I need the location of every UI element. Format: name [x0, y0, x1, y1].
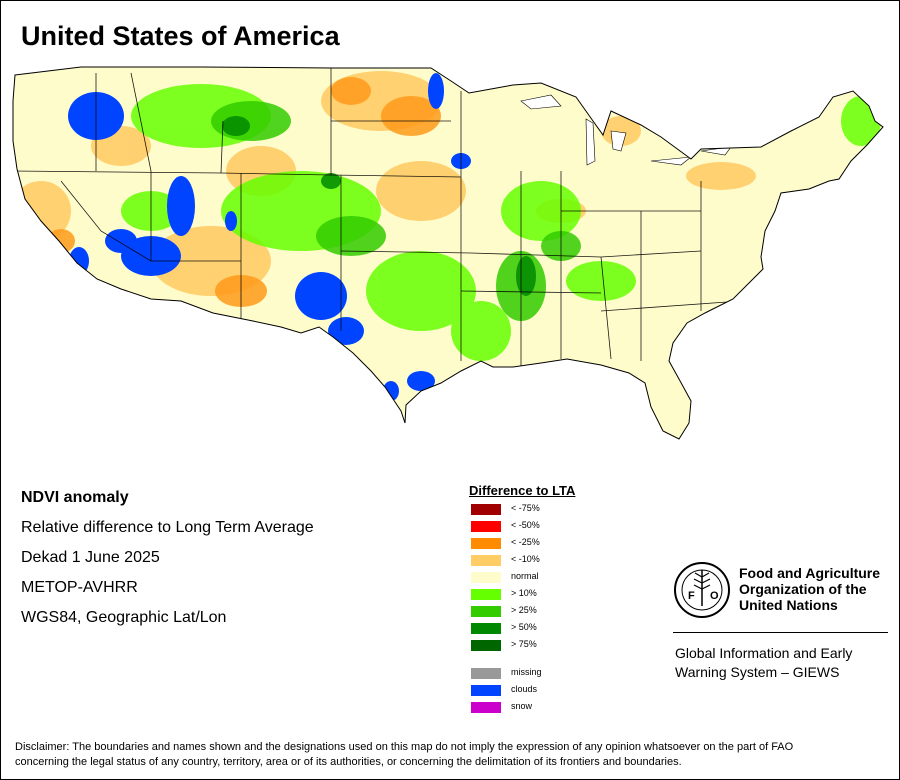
legend-swatch [471, 640, 501, 651]
legend-swatch [471, 623, 501, 634]
fao-name: Food and Agriculture Organization of the… [739, 565, 880, 613]
legend-swatch [471, 702, 501, 713]
legend-swatch [471, 504, 501, 515]
fao-letter-f: F [688, 590, 695, 602]
legend-swatch [471, 521, 501, 532]
map-area [1, 61, 900, 461]
legend-swatch [471, 589, 501, 600]
legend-swatch [471, 668, 501, 679]
legend-swatch [471, 606, 501, 617]
legend-label: < -25% [511, 537, 540, 547]
legend-label: < -10% [511, 554, 540, 564]
info-line-2: Dekad 1 June 2025 [21, 549, 160, 566]
legend-swatch [471, 538, 501, 549]
legend-label: > 25% [511, 605, 537, 615]
disclaimer-line-1: Disclaimer: The boundaries and names sho… [15, 741, 794, 753]
fao-name-line-2: Organization of the [739, 581, 867, 597]
legend-swatch [471, 555, 501, 566]
disclaimer-line-2: concerning the legal status of any count… [15, 756, 682, 768]
fao-logo: F O [673, 561, 731, 619]
legend-label: < -50% [511, 520, 540, 530]
giews-line-1: Global Information and Early [675, 645, 853, 661]
usa-ndvi-map [12, 66, 884, 440]
map-title: United States of America [21, 21, 340, 51]
legend-swatch [471, 685, 501, 696]
disclaimer: Disclaimer: The boundaries and names sho… [15, 740, 885, 770]
legend-label: snow [511, 701, 533, 711]
legend-swatch [471, 572, 501, 583]
legend-label: > 75% [511, 639, 537, 649]
legend-title: Difference to LTA [469, 483, 576, 498]
info-heading: NDVI anomaly [21, 489, 129, 506]
legend-label: > 50% [511, 622, 537, 632]
divider [673, 632, 888, 633]
legend-label: < -75% [511, 503, 540, 513]
giews-line-2: Warning System – GIEWS [675, 664, 840, 680]
giews-name: Global Information and Early Warning Sys… [675, 644, 852, 682]
fao-name-line-1: Food and Agriculture [739, 565, 881, 581]
info-line-4: WGS84, Geographic Lat/Lon [21, 609, 227, 626]
info-line-3: METOP-AVHRR [21, 579, 138, 596]
fao-letter-o: O [710, 590, 719, 602]
legend-label: clouds [511, 684, 538, 694]
info-line-1: Relative difference to Long Term Average [21, 519, 314, 536]
fao-name-line-3: United Nations [739, 597, 838, 613]
legend-label: missing [511, 667, 542, 677]
fao-emblem-icon: F O [674, 562, 730, 618]
legend-label: normal [511, 571, 539, 581]
legend-label: > 10% [511, 588, 537, 598]
